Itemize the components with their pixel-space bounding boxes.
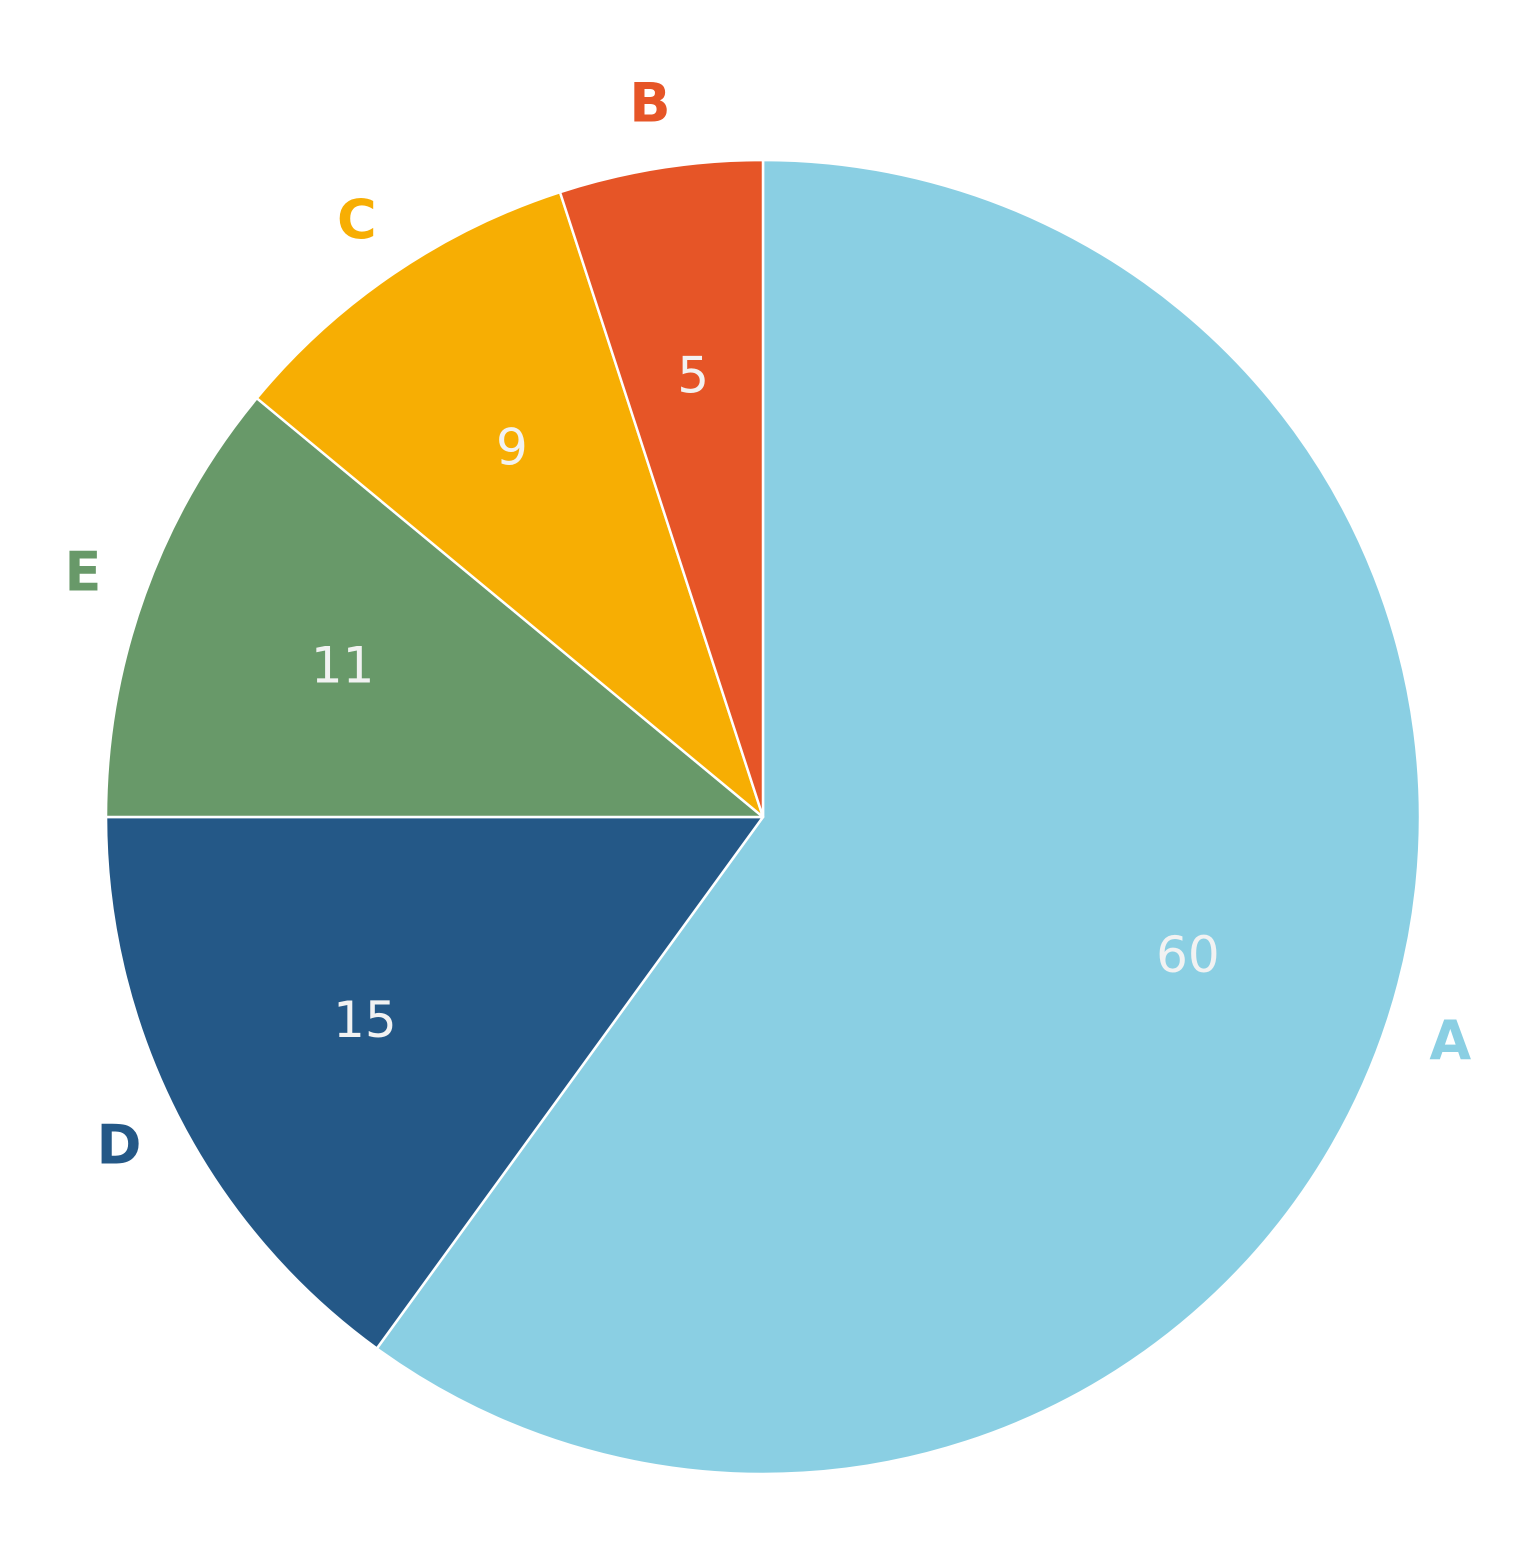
category-label-b: B <box>629 72 670 135</box>
category-label-e: E <box>65 541 102 604</box>
value-label-e: 11 <box>311 637 375 695</box>
value-label-c: 9 <box>496 419 528 477</box>
slices-layer <box>104 158 1422 1476</box>
value-labels-layer: 60 15 11 9 5 <box>311 347 1220 1049</box>
value-label-a: 60 <box>1156 926 1220 984</box>
pie-slice-d <box>104 815 765 1350</box>
category-label-d: D <box>97 1114 142 1177</box>
value-label-b: 5 <box>677 347 709 405</box>
pie-slice-b <box>558 158 765 819</box>
category-label-a: A <box>1429 1009 1471 1072</box>
category-label-c: C <box>337 188 377 251</box>
value-label-d: 15 <box>333 991 397 1049</box>
pie-slice-c <box>255 190 765 819</box>
pie-slice-e <box>104 396 765 819</box>
pie-slice-a <box>375 158 1422 1476</box>
category-labels-layer: A D E C B <box>65 72 1472 1177</box>
